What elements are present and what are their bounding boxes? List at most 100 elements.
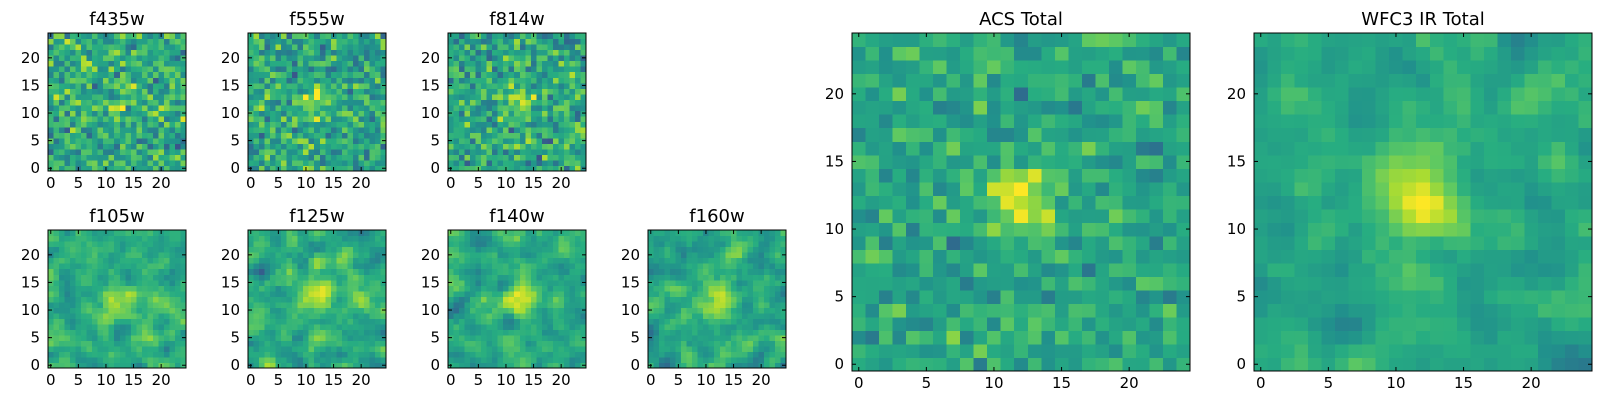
- heatmap-cell: [380, 323, 387, 330]
- x-tick-label: 5: [674, 371, 684, 389]
- heatmap-cell: [541, 159, 548, 167]
- heatmap-cell: [336, 110, 343, 117]
- heatmap-cell: [464, 323, 471, 330]
- heatmap-cell: [675, 285, 682, 292]
- heatmap-cell: [174, 38, 182, 45]
- heatmap-cell: [459, 274, 466, 281]
- heatmap-cell: [464, 99, 471, 106]
- heatmap-cell: [174, 334, 182, 341]
- heatmap-cell: [152, 126, 159, 133]
- x-tick-label: 15: [524, 174, 543, 192]
- heatmap-cell: [464, 49, 471, 56]
- heatmap-cell: [475, 88, 482, 95]
- heatmap-cell: [125, 285, 132, 292]
- heatmap-cell: [103, 60, 110, 67]
- heatmap-cell: [152, 301, 159, 308]
- heatmap-cell: [48, 38, 55, 45]
- heatmap-cell: [119, 362, 126, 369]
- heatmap-cell: [363, 115, 371, 122]
- heatmap-cell: [158, 143, 165, 150]
- heatmap-cell: [374, 49, 382, 56]
- heatmap-cell: [719, 241, 726, 248]
- heatmap-cell: [281, 301, 288, 308]
- heatmap-cell: [569, 38, 576, 45]
- heatmap-cell: [253, 121, 260, 128]
- heatmap-cell: [264, 329, 271, 336]
- heatmap-cell: [536, 307, 543, 314]
- heatmap-cell: [174, 235, 182, 242]
- heatmap-cell: [64, 38, 71, 45]
- heatmap-cell: [180, 88, 187, 95]
- heatmap-cell: [259, 263, 266, 270]
- heatmap-cell: [303, 235, 310, 242]
- heatmap-cell: [319, 334, 326, 341]
- heatmap-cell: [130, 241, 137, 248]
- heatmap-cell: [380, 329, 387, 336]
- heatmap-cell: [125, 55, 132, 62]
- heatmap-cell: [675, 241, 682, 248]
- heatmap-cell: [459, 246, 466, 253]
- heatmap-cell: [758, 257, 765, 264]
- heatmap-cell: [53, 252, 60, 259]
- heatmap-cell: [292, 44, 299, 51]
- heatmap-cell: [286, 55, 293, 62]
- heatmap-cell: [158, 44, 165, 51]
- heatmap-cell: [270, 60, 277, 67]
- heatmap-cell: [514, 329, 521, 336]
- heatmap-cell: [448, 88, 455, 95]
- heatmap-cell: [70, 88, 77, 95]
- heatmap-cell: [180, 263, 187, 270]
- heatmap-cell: [180, 340, 187, 347]
- heatmap-cell: [536, 318, 543, 325]
- heatmap-cell: [259, 290, 266, 297]
- heatmap-cell: [352, 33, 359, 40]
- x-tick-label: 0: [446, 174, 456, 192]
- heatmap-cell: [574, 143, 582, 150]
- heatmap-cell: [752, 362, 759, 369]
- heatmap-cell: [747, 362, 754, 369]
- heatmap-cell: [492, 362, 499, 369]
- heatmap-cell: [270, 285, 277, 292]
- heatmap-cell: [380, 154, 387, 161]
- heatmap-cell: [725, 340, 732, 347]
- heatmap-cell: [97, 93, 104, 100]
- heatmap-cell: [659, 230, 666, 237]
- heatmap-cell: [1054, 235, 1069, 250]
- heatmap-cell: [525, 285, 532, 292]
- heatmap-cell: [569, 71, 576, 78]
- heatmap-cell: [147, 104, 154, 111]
- heatmap-cell: [569, 49, 576, 56]
- heatmap-cell: [563, 296, 571, 303]
- heatmap-cell: [563, 165, 571, 172]
- heatmap-cell: [163, 115, 171, 122]
- heatmap-cell: [352, 318, 359, 325]
- heatmap-cell: [308, 44, 315, 51]
- heatmap-cell: [563, 323, 571, 330]
- heatmap-cell: [369, 33, 376, 40]
- heatmap-cell: [59, 296, 66, 303]
- heatmap-cell: [253, 82, 260, 89]
- heatmap-cell: [525, 345, 532, 353]
- heatmap-cell: [569, 318, 576, 325]
- heatmap-cell: [558, 263, 565, 270]
- heatmap-cell: [253, 88, 260, 95]
- heatmap-cell: [736, 351, 743, 358]
- heatmap-cell: [86, 165, 93, 172]
- heatmap-cell: [308, 362, 315, 369]
- heatmap-cell: [270, 115, 277, 122]
- heatmap-cell: [464, 165, 471, 172]
- heatmap-cell: [180, 323, 187, 330]
- heatmap-cell: [270, 246, 277, 253]
- heatmap-cell: [136, 38, 143, 45]
- heatmap-cell: [275, 115, 282, 122]
- heatmap-cell: [574, 318, 582, 325]
- heatmap-cell: [48, 241, 55, 248]
- heatmap-cell: [92, 345, 99, 353]
- heatmap-cell: [1149, 357, 1164, 372]
- heatmap-cell: [319, 126, 326, 133]
- heatmap-cell: [341, 82, 348, 89]
- heatmap-cell: [664, 329, 671, 336]
- heatmap-cell: [547, 66, 554, 73]
